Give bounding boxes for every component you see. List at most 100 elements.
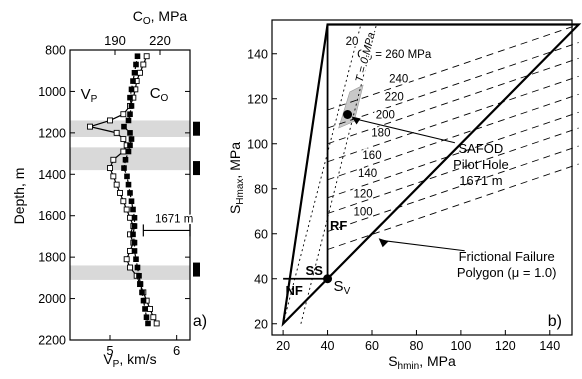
- co-point: [130, 78, 136, 84]
- shmax-tick-label: 140: [247, 47, 268, 61]
- pilot-hole-arrow: [353, 117, 456, 144]
- fault-marker: [193, 121, 200, 136]
- co-point: [125, 117, 132, 124]
- shaded-band: [70, 147, 190, 171]
- co-point: [130, 231, 136, 238]
- depth-tick-label: 1400: [38, 168, 66, 182]
- co-contour: [327, 24, 579, 111]
- co-point: [122, 156, 129, 163]
- vp-point: [107, 165, 113, 172]
- vp-point: [123, 206, 130, 213]
- co-point: [131, 239, 138, 246]
- frictional-label: Frictional Failure: [459, 249, 555, 264]
- regime-label: RF: [330, 218, 347, 233]
- co-contour-label: 140: [358, 168, 377, 180]
- co-point: [128, 103, 135, 109]
- co-point: [137, 281, 144, 287]
- co-point: [121, 123, 127, 130]
- co-contour: [327, 163, 579, 250]
- co-point: [125, 148, 132, 155]
- frictional-arrowhead: [378, 238, 389, 248]
- panel-b-frame: [271, 19, 573, 336]
- co-tick-label: 220: [149, 33, 171, 48]
- co-point: [127, 142, 133, 149]
- depth-tick-label: 2200: [38, 334, 66, 348]
- depth-axis-label: Depth, m: [11, 168, 27, 225]
- shmax-tick-label: 80: [254, 182, 268, 196]
- panel-a-label: a): [193, 313, 207, 330]
- co-point: [131, 214, 138, 221]
- vp-point: [123, 256, 130, 263]
- co-contour: [327, 145, 579, 232]
- t-line: [282, 24, 362, 324]
- co-point: [143, 314, 150, 321]
- shmin-tick-label: 140: [539, 339, 560, 353]
- shmin-tick-label: 60: [365, 339, 379, 353]
- co-point: [133, 256, 139, 263]
- pilot-hole-label: SAFOD: [458, 141, 503, 156]
- co-point: [127, 94, 133, 101]
- vp-tick-label: 6: [173, 343, 180, 358]
- vp-point: [110, 156, 117, 163]
- fault-markers: [193, 121, 200, 277]
- sv-point: [323, 274, 333, 284]
- vp-point: [87, 123, 93, 130]
- co-point: [128, 198, 135, 205]
- shmin-tick-label: 120: [495, 339, 516, 353]
- co-point: [131, 223, 138, 229]
- regime-label: SS: [306, 263, 324, 278]
- shmin-ticks: 20 40 60 80 100 120 140: [276, 330, 560, 353]
- co-point: [131, 69, 138, 76]
- t-line: [300, 24, 377, 324]
- stress-points: SV: [323, 110, 353, 297]
- co-contour-label: 160: [362, 150, 381, 162]
- co-contour-label: 200: [376, 110, 395, 122]
- co-contour: [327, 93, 579, 181]
- co-tick-label: 190: [104, 33, 126, 48]
- co-contour-label: 220: [385, 92, 404, 104]
- panel-b-label: b): [548, 313, 562, 330]
- pilot-hole-range-region: [338, 84, 364, 129]
- vp-point: [117, 189, 123, 196]
- co-contour-lines: CO = 260 MPa 240 220 200 180 160 140 120 100: [327, 24, 579, 250]
- co-contour-label: 120: [354, 188, 373, 200]
- vp-series-label: VP: [81, 86, 98, 105]
- co-point: [142, 306, 148, 312]
- depth-tick-label: 1600: [38, 209, 66, 223]
- shaded-band: [70, 265, 190, 280]
- co-point: [145, 320, 151, 327]
- depth-ticks: 800 1000 1200 1400 1600 1800 2000 2200: [38, 44, 190, 348]
- fault-marker: [193, 262, 200, 277]
- pilot-hole-point: [343, 110, 353, 119]
- vp-point: [127, 264, 133, 271]
- shmax-tick-label: 120: [247, 92, 268, 106]
- co-point: [134, 53, 141, 60]
- co-point: [139, 289, 145, 296]
- failure-polygon: [281, 23, 582, 327]
- co-ticks: 190 220: [104, 33, 171, 55]
- depth-tick-label: 1800: [38, 251, 66, 265]
- shmax-tick-label: 20: [254, 317, 268, 331]
- depth-tick-label: 2000: [38, 292, 66, 306]
- co-point: [131, 248, 138, 254]
- co-contour-label: 180: [371, 128, 390, 140]
- vp-point: [120, 136, 127, 143]
- vp-point: [107, 117, 113, 124]
- co-point: [127, 190, 133, 196]
- vp-point: [143, 53, 150, 60]
- co-contour: [327, 57, 579, 145]
- pilot-hole-region: [338, 84, 364, 129]
- depth-tick-label: 1000: [38, 85, 66, 99]
- fault-marker: [193, 161, 200, 176]
- sv-label: SV: [334, 278, 351, 297]
- regime-label: NF: [286, 283, 303, 298]
- shmin-tick-label: 80: [409, 339, 423, 353]
- shmin-tick-label: 20: [276, 339, 290, 353]
- annotation-1671: 1671 m: [142, 212, 195, 237]
- co-point: [128, 86, 135, 93]
- shmin-tick-label: 40: [321, 339, 335, 353]
